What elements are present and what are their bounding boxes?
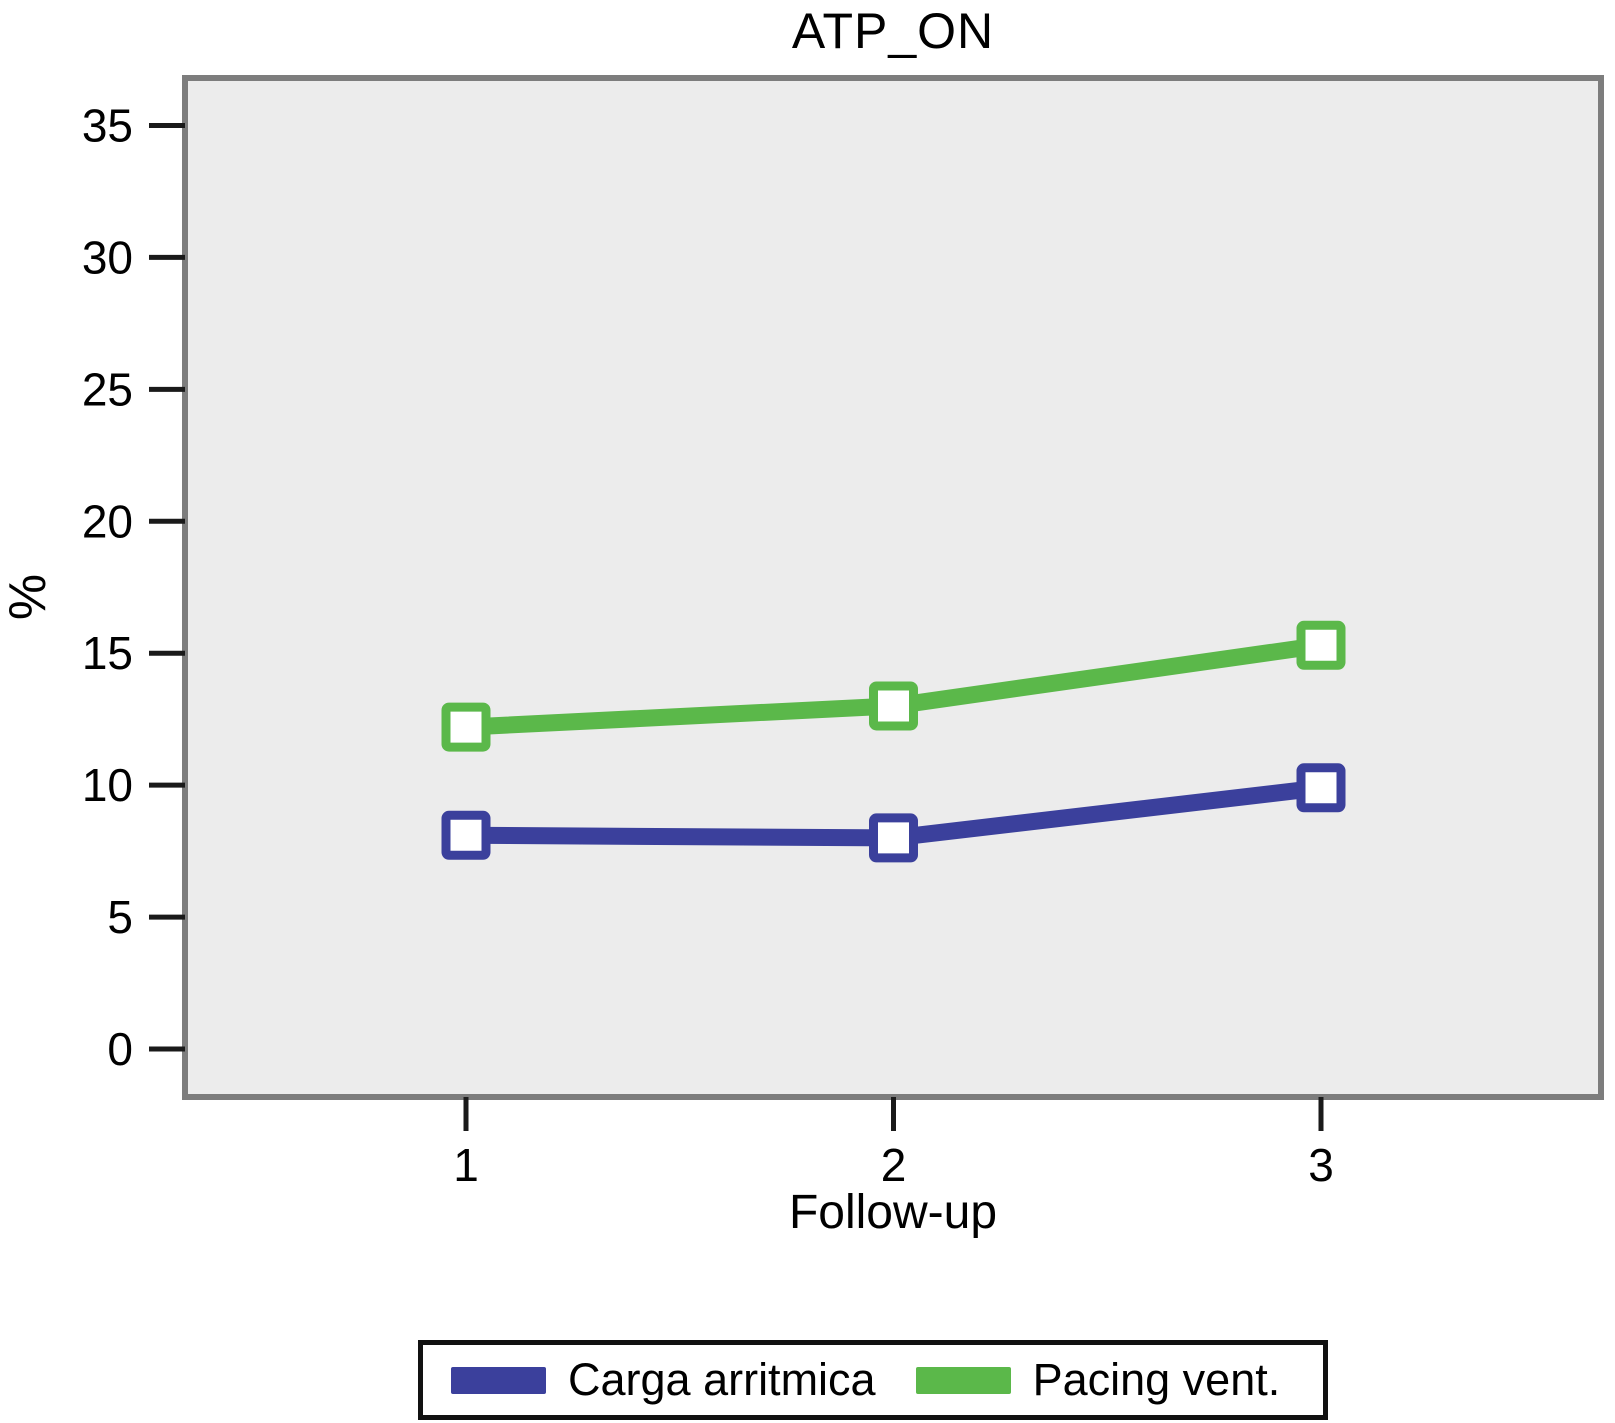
y-axis-tick-label: 30 (82, 231, 133, 283)
y-axis-tick-label: 35 (82, 99, 133, 151)
y-axis-tick-label: 5 (107, 891, 133, 943)
legend-swatch-carga-arritmica (451, 1366, 546, 1394)
y-axis-tick-label: 10 (82, 759, 133, 811)
legend: Carga arritmica Pacing vent. (418, 1340, 1328, 1420)
x-axis-tick-label: 2 (881, 1139, 907, 1191)
y-axis-tick-label: 25 (82, 363, 133, 415)
y-axis-tick-label: 0 (107, 1023, 133, 1075)
data-point-marker-carga-arritmica (869, 813, 918, 863)
x-axis-tick-label: 1 (453, 1139, 479, 1191)
y-axis-label: % (0, 573, 57, 621)
plot-area (182, 75, 1604, 1100)
data-point-marker-carga-arritmica (441, 810, 491, 860)
data-point-marker-carga-arritmica (1296, 763, 1346, 813)
legend-item-carga-arritmica: Carga arritmica (451, 1354, 876, 1406)
legend-item-pacing-vent: Pacing vent. (915, 1354, 1281, 1406)
legend-label-pacing-vent: Pacing vent. (1032, 1354, 1281, 1405)
legend-label-carga-arritmica: Carga arritmica (568, 1354, 876, 1405)
legend-swatch-pacing-vent (915, 1366, 1011, 1394)
y-axis-tick-label: 15 (82, 627, 133, 679)
data-point-marker-pacing-vent (1296, 620, 1346, 670)
x-axis-label: Follow-up (788, 1186, 998, 1239)
y-axis-tick-label: 20 (82, 495, 133, 547)
x-axis-tick-label: 3 (1308, 1139, 1334, 1191)
data-point-marker-pacing-vent (441, 702, 491, 752)
chart-title: ATP_ON (791, 3, 995, 59)
data-point-marker-pacing-vent (869, 681, 918, 731)
